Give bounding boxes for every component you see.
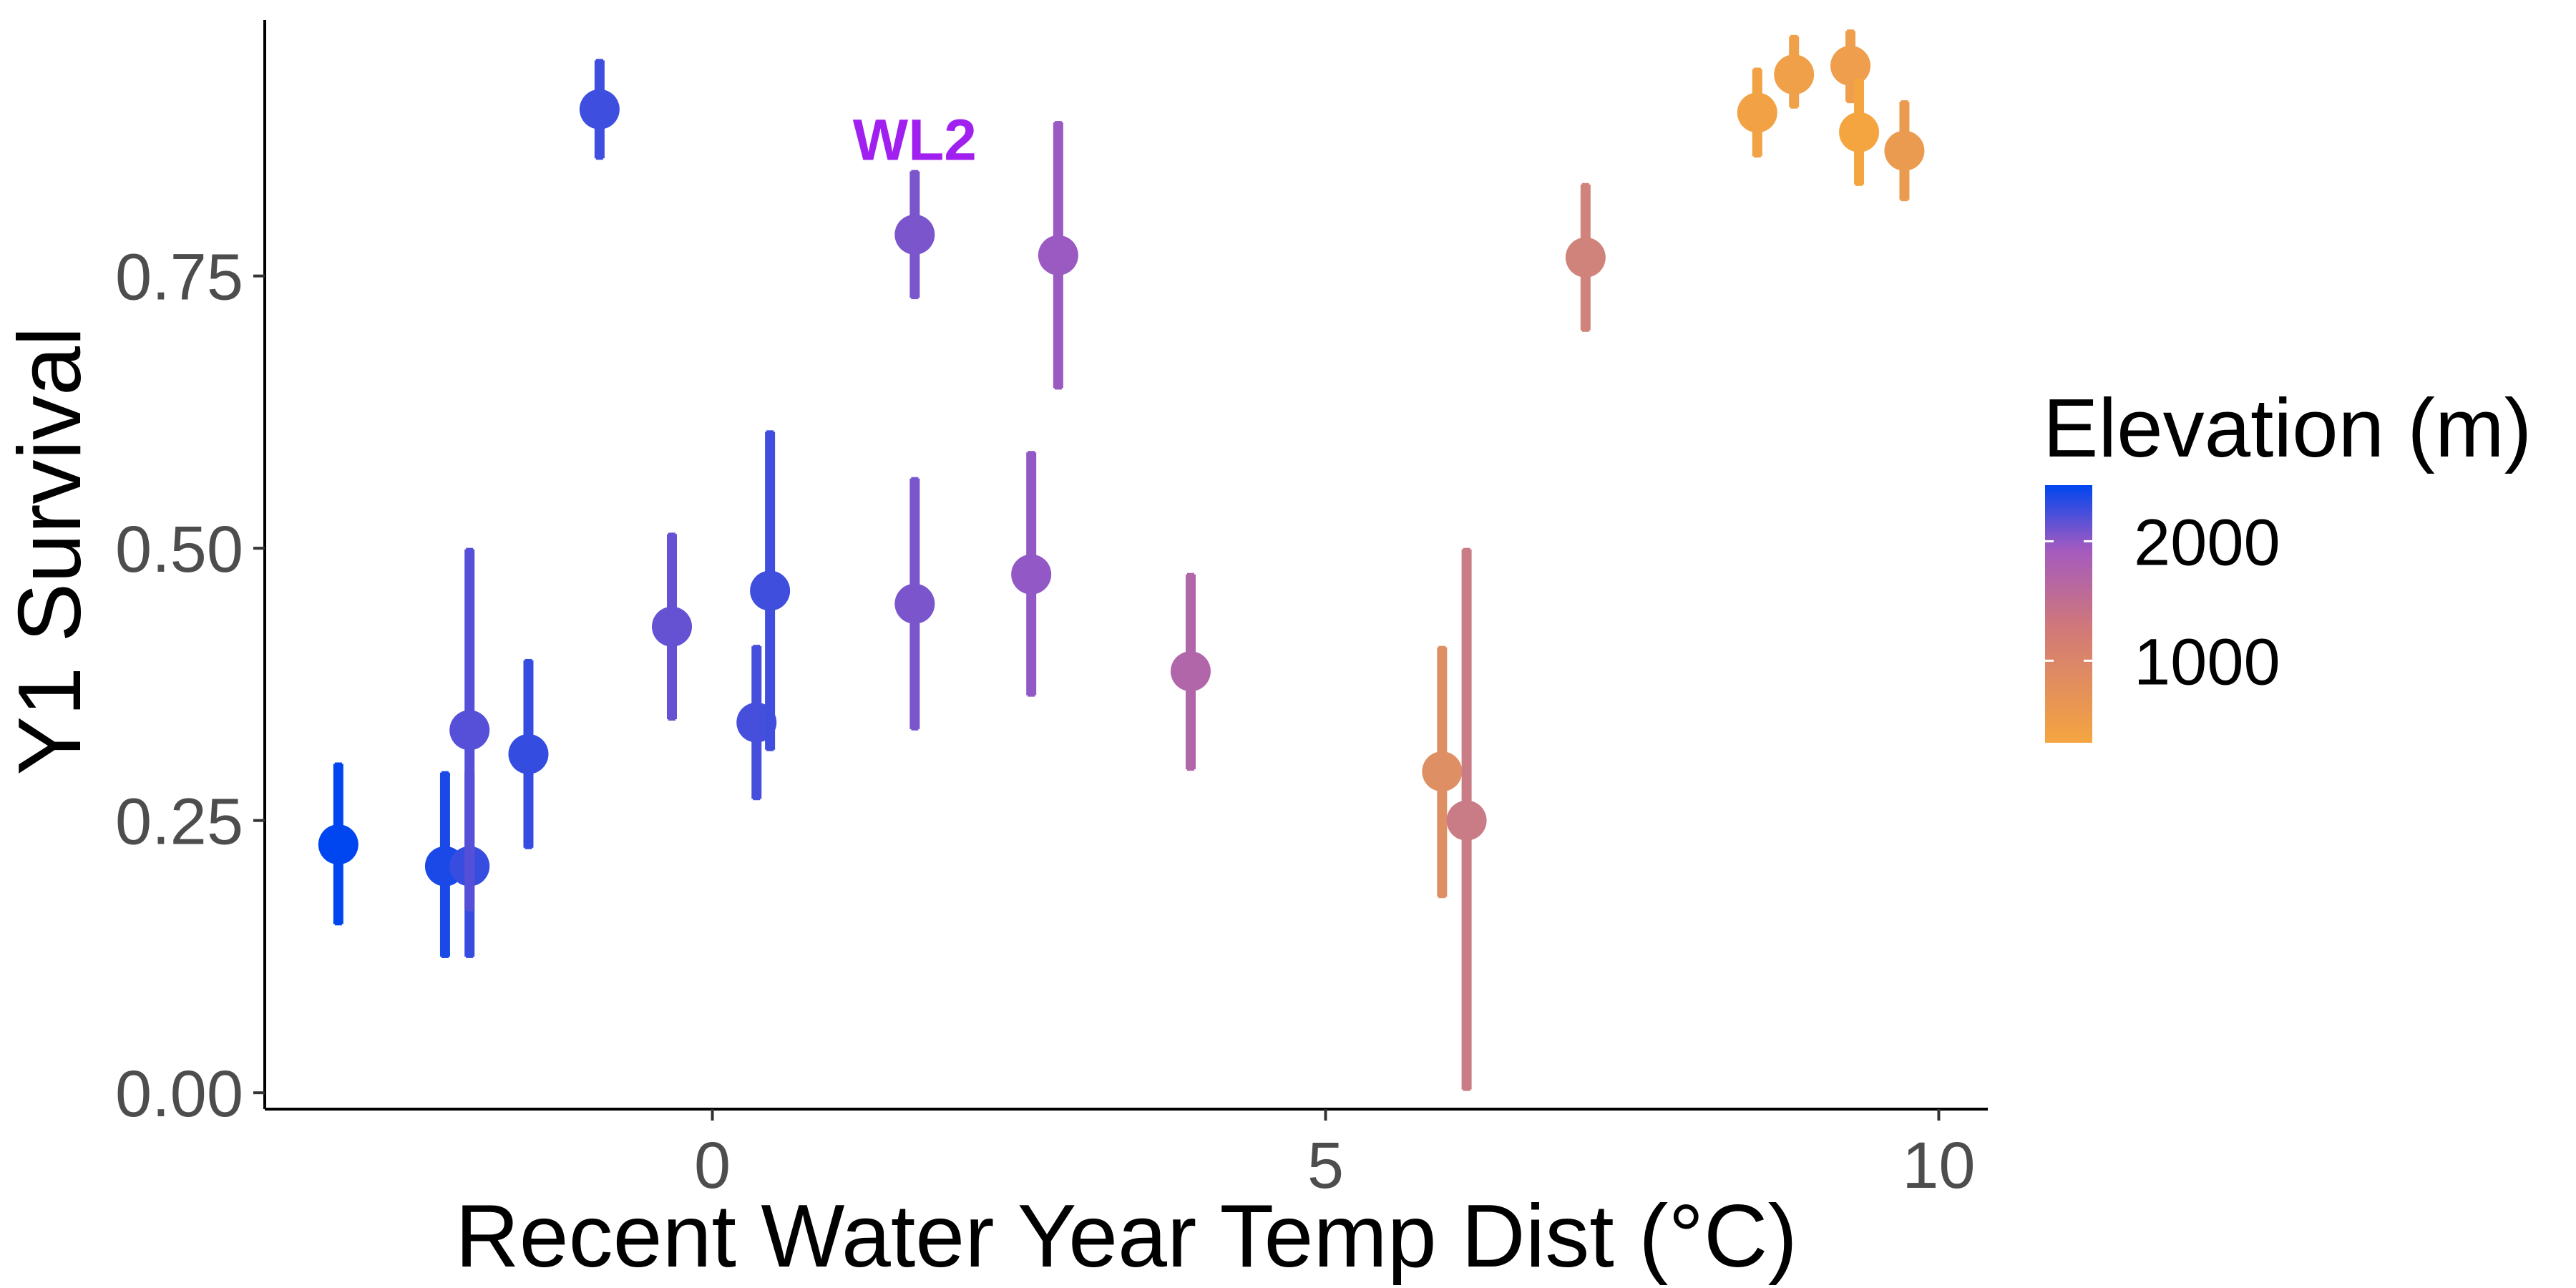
legend-colorbar (2045, 485, 2092, 743)
data-point-group (508, 658, 549, 849)
y-tick-label: 0.00 (115, 1058, 243, 1131)
data-point (1839, 112, 1880, 152)
data-point (1446, 800, 1487, 841)
data-point (508, 733, 549, 774)
data-point-group (1565, 182, 1606, 332)
legend-tick-label: 1000 (2134, 625, 2280, 698)
data-point (652, 606, 693, 647)
data-point (1170, 651, 1211, 692)
legend: Elevation (m) 1000 2000 (2043, 381, 2532, 743)
x-tick-label: 5 (1307, 1129, 1344, 1202)
legend-ticks: 1000 2000 (2045, 506, 2280, 698)
data-point-group (579, 59, 620, 160)
x-tick-label: 0 (694, 1129, 731, 1202)
data-points-layer (318, 29, 1925, 1091)
x-tick-label: 10 (1902, 1129, 1975, 1202)
data-point (1038, 235, 1078, 275)
data-point (1884, 130, 1925, 171)
data-point-group (1170, 572, 1211, 771)
data-point (750, 570, 791, 611)
data-point-group (449, 547, 490, 912)
legend-tick-label: 2000 (2134, 506, 2280, 579)
data-point (894, 214, 935, 255)
data-point-group (894, 477, 935, 731)
data-point (894, 583, 935, 624)
data-point-group (1422, 645, 1463, 899)
data-point (318, 824, 358, 865)
data-point (1422, 751, 1463, 792)
annotation-label: WL2 (853, 107, 977, 172)
y-axis-title: Y1 Survival (1, 326, 99, 775)
data-point-group (1884, 100, 1925, 202)
data-point-group (1038, 121, 1078, 390)
data-point-group (1830, 29, 1871, 104)
data-point (1774, 54, 1815, 95)
data-point-group (1839, 78, 1880, 186)
data-point-group (750, 430, 791, 751)
y-tick-label: 0.25 (115, 786, 243, 859)
data-point (1830, 45, 1871, 86)
data-point-group (1774, 34, 1815, 109)
legend-title: Elevation (m) (2043, 381, 2532, 474)
data-point (1011, 554, 1052, 595)
data-point (1737, 92, 1777, 133)
data-point-group (1737, 67, 1777, 158)
y-tick-label: 0.50 (115, 513, 243, 586)
annotation-layer: WL2 (853, 107, 977, 172)
data-point (1565, 237, 1606, 278)
data-point-group (1011, 451, 1052, 697)
data-point-group (1446, 547, 1487, 1091)
x-axis-title: Recent Water Year Temp Dist (°C) (455, 1187, 1797, 1286)
y-tick-label: 0.75 (115, 241, 243, 314)
data-point-group (318, 762, 358, 926)
x-axis-ticks: 0 5 10 (694, 1109, 1976, 1202)
data-point-group (652, 532, 693, 721)
y-axis-ticks: 0.00 0.25 0.50 0.75 (115, 241, 265, 1131)
data-point (579, 89, 620, 130)
data-point (449, 710, 490, 751)
data-point-group (894, 170, 935, 300)
